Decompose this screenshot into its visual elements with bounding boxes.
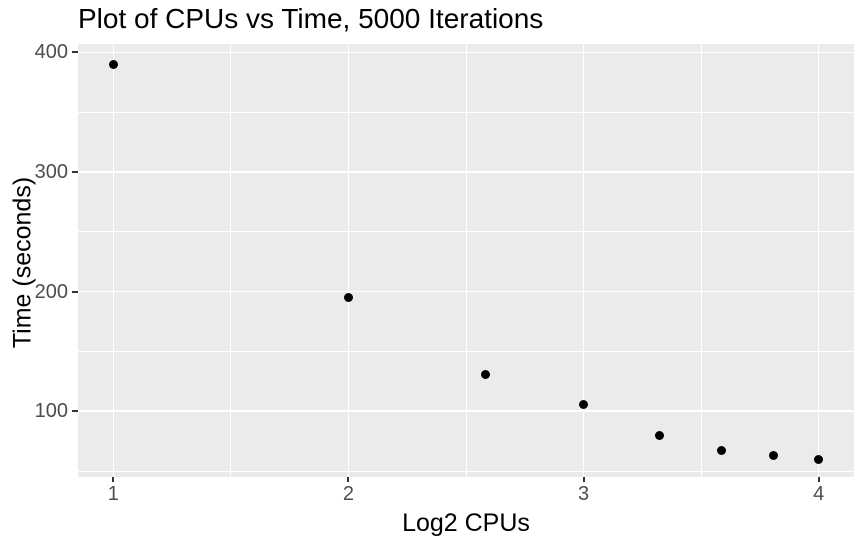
y-tick-mark [72,170,78,173]
x-tick-label: 2 [342,483,354,505]
data-point [768,450,778,460]
x-tick-mark [347,477,350,482]
y-tick-label: 200 [34,280,68,303]
gridline-minor-v [230,44,232,477]
gridline-minor-v [700,44,702,477]
x-tick-label: 4 [813,483,825,505]
gridline-major-h [78,290,854,293]
data-point [654,430,664,440]
gridline-major-v [817,44,820,477]
y-axis-title: Time (seconds) [8,176,37,349]
gridline-major-h [78,51,854,54]
x-tick-mark [112,477,115,482]
x-tick-mark [582,477,585,482]
data-point [481,369,491,379]
gridline-major-h [78,410,854,412]
y-tick-label: 100 [34,400,68,423]
data-point [716,446,726,456]
gridline-major-v [347,44,350,477]
gridline-major-v [582,44,585,477]
plot-panel [78,44,854,477]
x-tick-label: 3 [578,483,590,505]
gridline-major-v [112,44,115,477]
y-tick-mark [72,51,78,54]
x-tick-mark [817,477,820,482]
y-tick-label: 300 [34,160,68,183]
data-point [814,454,824,464]
data-point [108,59,118,69]
y-tick-mark [72,410,78,413]
y-tick-label: 400 [34,41,68,64]
gridline-minor-v [465,44,467,477]
data-point [343,293,353,303]
x-tick-label: 1 [107,483,119,505]
gridline-major-h [78,171,854,173]
x-axis-title: Log2 CPUs [402,509,530,537]
chart-title: Plot of CPUs vs Time, 5000 Iterations [78,3,544,34]
data-point [579,399,589,409]
y-tick-mark [72,290,78,293]
